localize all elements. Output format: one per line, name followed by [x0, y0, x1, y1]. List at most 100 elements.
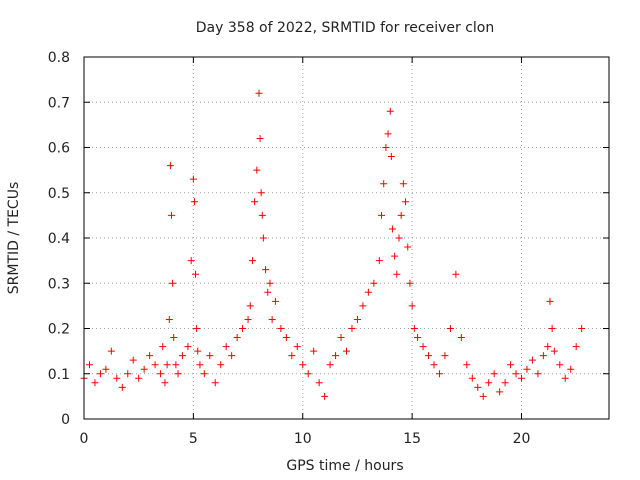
data-point	[174, 370, 182, 378]
data-point	[370, 279, 378, 287]
x-tick-label: 15	[403, 431, 421, 447]
y-tick-label: 0.2	[48, 322, 70, 338]
data-point	[343, 347, 350, 355]
y-tick-label: 0.4	[48, 231, 70, 247]
data-point	[512, 370, 520, 378]
data-point	[293, 343, 301, 351]
data-point	[507, 361, 515, 369]
data-point	[523, 365, 531, 373]
data-point	[193, 325, 201, 332]
data-point	[479, 392, 487, 400]
data-point	[277, 325, 285, 332]
data-point	[561, 374, 569, 382]
y-tick-label: 0	[61, 412, 70, 428]
data-point	[256, 134, 264, 142]
data-point	[196, 361, 204, 369]
data-point	[556, 361, 564, 369]
data-point	[200, 370, 208, 378]
data-point	[157, 370, 165, 378]
y-tick-label: 0.5	[48, 186, 70, 202]
data-point	[348, 325, 356, 332]
data-point	[129, 356, 137, 364]
data-point	[258, 211, 266, 219]
data-point	[446, 325, 454, 332]
data-point	[228, 352, 236, 360]
data-point	[430, 361, 438, 369]
data-point	[406, 279, 414, 287]
y-axis-label: SRMTID / TECUs	[6, 182, 22, 295]
tick-layer	[83, 56, 609, 420]
data-point	[217, 361, 225, 369]
data-point	[457, 334, 465, 342]
data-point	[96, 370, 104, 378]
data-point	[402, 198, 410, 206]
data-point	[113, 374, 121, 382]
data-point	[170, 334, 178, 342]
data-point	[337, 334, 345, 342]
data-point	[189, 175, 197, 183]
data-point	[518, 374, 525, 382]
data-point	[544, 343, 552, 351]
data-point	[387, 153, 395, 161]
data-point	[299, 361, 307, 369]
x-tick-label: 0	[80, 431, 89, 447]
data-point	[382, 144, 390, 151]
data-point	[246, 302, 254, 310]
data-point	[435, 370, 443, 378]
data-point	[253, 166, 261, 174]
data-point	[168, 211, 175, 219]
data-point	[534, 370, 542, 378]
data-point	[165, 315, 173, 323]
data-point	[528, 356, 536, 364]
data-point	[102, 365, 110, 373]
data-point	[548, 325, 556, 332]
data-point	[485, 379, 493, 387]
data-point	[266, 279, 274, 287]
data-point	[239, 325, 247, 332]
y-tick-label: 0.3	[48, 276, 70, 292]
x-tick-labels: 0 5 10 15 20	[80, 431, 531, 447]
data-point	[159, 343, 167, 351]
data-point	[572, 343, 580, 351]
data-point	[468, 374, 476, 382]
data-point	[288, 352, 296, 360]
data-point	[264, 288, 272, 296]
data-point	[248, 257, 256, 265]
data-point	[251, 198, 259, 206]
data-point	[425, 352, 433, 360]
y-tick-label: 0.7	[48, 95, 70, 111]
data-point	[546, 297, 554, 305]
data-point	[282, 334, 290, 342]
data-point	[271, 297, 279, 305]
data-point	[326, 361, 334, 369]
data-point	[359, 302, 367, 310]
data-point	[496, 388, 504, 396]
data-point	[375, 257, 383, 265]
data-point	[399, 180, 407, 188]
data-point	[268, 315, 276, 323]
data-point	[391, 252, 399, 260]
data-point	[255, 89, 263, 97]
data-point	[135, 374, 143, 382]
y-tick-labels: 0 0.1 0.2 0.3 0.4 0.5 0.6 0.7 0.8	[48, 50, 70, 428]
data-point	[539, 352, 547, 360]
data-point	[567, 365, 575, 373]
data-point	[172, 361, 180, 369]
data-point	[192, 270, 200, 278]
chart-title: Day 358 of 2022, SRMTID for receiver clo…	[196, 20, 494, 36]
data-point	[262, 266, 270, 274]
data-point	[194, 347, 202, 355]
data-point	[259, 234, 267, 242]
data-point	[404, 243, 412, 251]
data-point	[414, 334, 422, 342]
y-tick-label: 0.1	[48, 367, 70, 383]
data-point	[304, 370, 312, 378]
data-point	[166, 162, 174, 170]
data-point	[211, 379, 219, 387]
data-point	[151, 361, 159, 369]
data-point	[233, 334, 241, 342]
data-point	[419, 343, 427, 351]
data-point	[378, 211, 385, 219]
data-point	[190, 198, 198, 206]
